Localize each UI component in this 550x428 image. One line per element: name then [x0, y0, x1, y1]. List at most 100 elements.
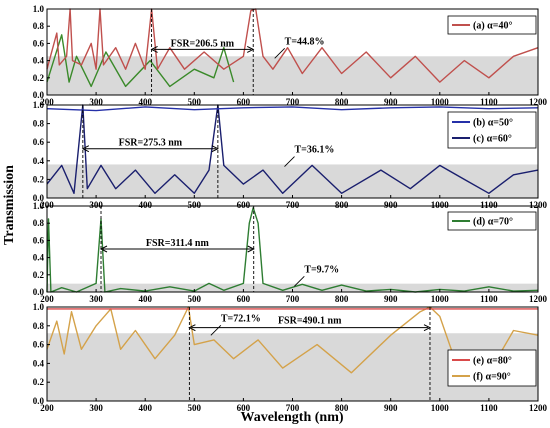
x-tick-label: 1200 — [529, 97, 548, 107]
series-line--c-60- — [46, 104, 539, 194]
fsr-arrowhead-left — [99, 245, 108, 253]
x-tick-label: 500 — [188, 97, 202, 107]
fsr-arrowhead-right — [246, 45, 255, 53]
t-pointer — [274, 47, 285, 59]
x-tick-label: 1100 — [480, 403, 498, 413]
fsr-arrowhead-left — [81, 145, 90, 153]
x-tick-label: 1200 — [529, 294, 548, 304]
legend-box — [447, 211, 537, 231]
series-line--b-50- — [46, 106, 539, 112]
y-tick-label: 0.4 — [33, 358, 45, 368]
fsr-label: FSR=311.4 nm — [146, 238, 210, 249]
y-tick-label: 0.0 — [33, 396, 45, 406]
y-tick-label: 0.0 — [33, 193, 45, 203]
x-axis-label: Wavelength (nm) — [240, 410, 343, 425]
x-tick-label: 300 — [89, 200, 103, 210]
t-pointer — [294, 275, 305, 287]
x-tick-label: 600 — [237, 294, 251, 304]
legend-entry: (b) α=50° — [473, 118, 513, 129]
x-tick-label: 1100 — [480, 97, 498, 107]
x-tick-label: 300 — [89, 97, 103, 107]
x-tick-label: 700 — [286, 403, 300, 413]
t-pointer — [284, 156, 295, 167]
x-tick-label: 400 — [138, 294, 152, 304]
fsr-label: FSR=206.5 nm — [171, 38, 235, 49]
t-label: T=9.7% — [304, 264, 339, 275]
series-line--a-40- — [46, 8, 539, 83]
series-line-unnamed — [46, 34, 235, 88]
x-tick-label: 600 — [237, 403, 251, 413]
y-tick-label: 0.2 — [33, 270, 45, 280]
x-tick-label: 700 — [286, 294, 300, 304]
y-tick-label: 0.6 — [33, 137, 45, 147]
legend-box — [447, 15, 537, 35]
x-tick-label: 600 — [237, 200, 251, 210]
x-tick-label: 400 — [138, 97, 152, 107]
legend-entry: (e) α=80° — [473, 356, 512, 367]
x-tick-label: 1100 — [480, 200, 498, 210]
y-tick-label: 1.0 — [33, 100, 45, 110]
x-tick-label: 1000 — [431, 294, 450, 304]
legend-box — [447, 111, 537, 149]
fsr-arrowhead-left — [188, 324, 196, 332]
x-tick-label: 500 — [188, 403, 202, 413]
t-label: T=36.1% — [295, 145, 335, 156]
fsr-label: FSR=275.3 nm — [119, 138, 183, 149]
x-tick-label: 300 — [89, 403, 103, 413]
shaded-region — [47, 56, 538, 95]
x-tick-label: 1100 — [480, 294, 498, 304]
x-tick-label: 200 — [40, 97, 54, 107]
x-tick-label: 1000 — [431, 403, 450, 413]
y-tick-label: 0.6 — [33, 235, 45, 245]
y-tick-label: 0.8 — [33, 218, 45, 228]
fsr-label: FSR=490.1 nm — [278, 316, 342, 327]
y-tick-label: 0.8 — [33, 119, 45, 129]
x-tick-label: 800 — [335, 403, 349, 413]
y-tick-label: 0.6 — [33, 38, 45, 48]
legend-box — [447, 349, 537, 387]
y-tick-label: 0.0 — [33, 90, 45, 100]
legend-entry: (f) α=90° — [473, 372, 511, 383]
x-tick-label: 200 — [40, 294, 54, 304]
y-tick-label: 0.4 — [33, 56, 45, 66]
x-tick-label: 900 — [384, 294, 398, 304]
x-tick-label: 1200 — [529, 403, 548, 413]
x-tick-label: 500 — [188, 200, 202, 210]
x-tick-label: 600 — [237, 97, 251, 107]
y-tick-label: 1.0 — [33, 302, 45, 312]
y-axis-label: Transmission — [2, 165, 17, 245]
x-tick-label: 700 — [286, 200, 300, 210]
x-tick-label: 200 — [40, 403, 54, 413]
x-tick-label: 900 — [384, 200, 398, 210]
y-tick-label: 0.0 — [33, 287, 45, 297]
legend-entry: (d) α=70° — [473, 217, 513, 228]
y-tick-label: 0.2 — [33, 174, 45, 184]
y-tick-label: 0.4 — [33, 253, 45, 263]
fsr-arrowhead-left — [150, 45, 158, 53]
series-line--f-90- — [46, 306, 539, 374]
y-tick-label: 1.0 — [33, 201, 45, 211]
x-tick-label: 300 — [89, 294, 103, 304]
shaded-region — [47, 164, 538, 198]
x-tick-label: 1000 — [431, 200, 450, 210]
fsr-arrowhead-right — [423, 324, 432, 332]
fsr-arrowhead-right — [247, 245, 255, 253]
y-tick-label: 0.8 — [33, 321, 45, 331]
legend-entry: (a) α=40° — [473, 21, 512, 32]
x-tick-label: 700 — [286, 97, 300, 107]
x-tick-label: 900 — [384, 97, 398, 107]
x-tick-label: 200 — [40, 200, 54, 210]
x-tick-label: 400 — [138, 200, 152, 210]
y-tick-label: 0.2 — [33, 377, 45, 387]
panel-4: 0.0 0.2 0.4 0.6 0.8 1.0 200 300 400 500 600 700 800 9… — [33, 302, 548, 413]
y-tick-label: 0.8 — [33, 21, 45, 31]
x-tick-label: 1200 — [529, 200, 548, 210]
x-tick-label: 500 — [188, 294, 202, 304]
x-tick-label: 900 — [384, 403, 398, 413]
t-label: T=44.8% — [285, 36, 325, 47]
